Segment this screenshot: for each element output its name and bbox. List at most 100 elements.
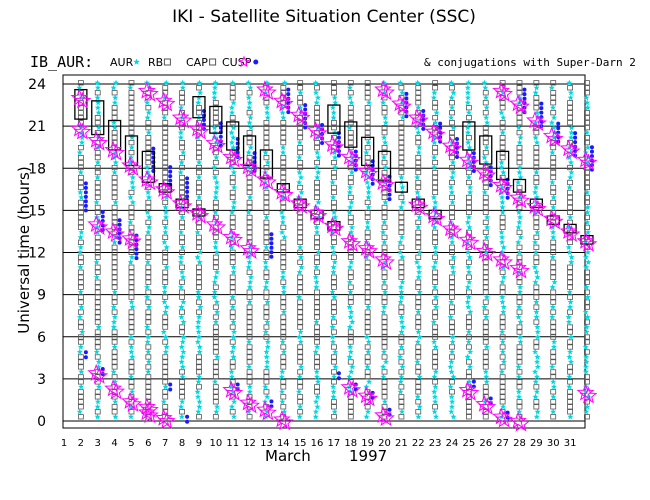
- rb-square-mark: [196, 354, 202, 360]
- rb-square-mark: [584, 184, 590, 191]
- rb-square-mark: [196, 244, 202, 250]
- conjugation-note: & conjugations with Super-Darn 2: [424, 56, 636, 69]
- rb-square-mark: [550, 110, 557, 116]
- aur-star-mark: [365, 194, 372, 200]
- rb-square-mark: [297, 135, 304, 141]
- aur-star-mark: [95, 109, 102, 116]
- cusp-dot-mark: [404, 114, 409, 119]
- rb-square-mark: [229, 309, 236, 315]
- rb-square-mark: [94, 334, 101, 340]
- aur-star-mark: [517, 194, 524, 200]
- aur-star-mark: [382, 164, 389, 171]
- rb-square-mark: [516, 115, 523, 121]
- conjugation-star-mark: [326, 138, 345, 156]
- rb-square-mark: [415, 369, 422, 375]
- aur-star-mark: [177, 284, 184, 290]
- conjugation-star-mark: [542, 209, 561, 227]
- rb-square-mark: [162, 120, 169, 126]
- x-tick-label: 26: [479, 438, 492, 449]
- rb-square-mark: [550, 154, 557, 161]
- aur-star-mark: [500, 114, 507, 121]
- rb-square-mark: [145, 389, 152, 395]
- rb-square-mark: [567, 339, 573, 345]
- aur-star-mark: [230, 99, 237, 106]
- rb-square-mark: [128, 149, 135, 156]
- rb-square-mark: [94, 329, 101, 335]
- conjugation-star-mark: [326, 219, 345, 237]
- aur-star-mark: [330, 264, 337, 270]
- rb-square-mark: [482, 209, 489, 216]
- rb-square-mark: [162, 140, 169, 146]
- aur-star-mark: [230, 413, 237, 420]
- aur-star-mark: [144, 284, 151, 290]
- aur-star-mark: [279, 274, 286, 280]
- aur-star-mark: [585, 259, 592, 265]
- rb-square-mark: [246, 154, 253, 161]
- aur-star-mark: [296, 333, 303, 340]
- rb-square-mark: [381, 319, 388, 325]
- rb-square-mark: [465, 369, 472, 375]
- conjugation-star-mark: [208, 217, 227, 236]
- aur-star-mark: [211, 279, 218, 285]
- cusp-dot-mark: [168, 174, 173, 179]
- rb-square-mark: [415, 90, 422, 96]
- conjugation-star-mark: [242, 160, 261, 178]
- rb-square-mark: [567, 100, 573, 106]
- aur-star-mark: [144, 323, 151, 330]
- aur-star-mark: [347, 343, 354, 350]
- conjugation-star-mark: [275, 185, 294, 203]
- conjugation-star-mark: [242, 241, 261, 259]
- rb-square-mark: [449, 279, 455, 285]
- x-tick-label: 18: [344, 438, 357, 449]
- aur-star-mark: [398, 373, 405, 380]
- rb-square-mark: [263, 254, 270, 260]
- aur-star-mark: [295, 388, 302, 395]
- cusp-dot-mark: [286, 92, 291, 97]
- rb-square-mark: [364, 289, 371, 295]
- rb-square-mark: [533, 244, 540, 250]
- aur-star-mark: [533, 269, 540, 275]
- rb-square-mark: [263, 274, 270, 280]
- aur-star-mark: [212, 274, 219, 280]
- rb-square-mark: [415, 389, 422, 395]
- rb-square-mark: [280, 204, 287, 211]
- conjugation-star-mark: [70, 88, 89, 106]
- aur-star-mark: [280, 194, 287, 200]
- aur-star-mark: [197, 89, 204, 96]
- aur-star-mark: [449, 348, 456, 355]
- x-tick-label: 5: [128, 438, 134, 449]
- conjugation-star-mark: [174, 111, 193, 129]
- aur-star-mark: [348, 308, 355, 315]
- cusp-dot-mark: [168, 165, 173, 170]
- rb-square-mark: [314, 309, 320, 315]
- rb-square-mark: [297, 354, 304, 360]
- aur-star-mark: [180, 149, 187, 156]
- conjugation-star-mark: [272, 410, 291, 428]
- rb-square-mark: [432, 100, 439, 106]
- aur-star-mark: [212, 79, 219, 86]
- rb-square-mark: [111, 294, 118, 300]
- aur-star-mark: [465, 249, 472, 255]
- cusp-dot-mark: [218, 143, 223, 148]
- rb-square-mark: [331, 414, 337, 420]
- aur-star-mark: [246, 99, 253, 106]
- rb-square-mark: [364, 209, 371, 216]
- aur-star-mark: [567, 89, 574, 96]
- x-tick-label: 20: [378, 438, 391, 449]
- rb-square-mark: [550, 354, 557, 360]
- rb-square-mark: [499, 100, 506, 106]
- aur-star-mark: [177, 129, 184, 136]
- conjugation-star-mark: [492, 175, 510, 193]
- aur-star-mark: [112, 159, 119, 166]
- aur-star-mark: [415, 328, 422, 335]
- aur-star-mark: [211, 294, 218, 300]
- rb-square-mark: [77, 239, 84, 245]
- aur-star-mark: [567, 159, 574, 166]
- aur-star-mark: [279, 104, 286, 111]
- aur-star-mark: [296, 413, 303, 420]
- conjugation-star-mark: [171, 108, 190, 126]
- rb-square-mark: [381, 324, 388, 330]
- rb-square-mark: [94, 279, 101, 285]
- rb-square-mark: [465, 324, 472, 330]
- conjugation-star-mark: [73, 91, 92, 109]
